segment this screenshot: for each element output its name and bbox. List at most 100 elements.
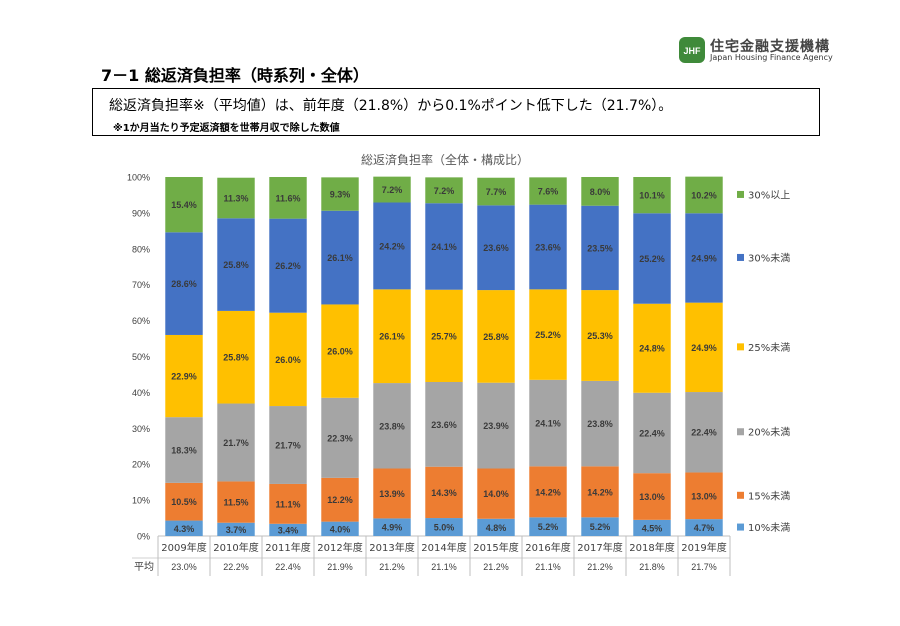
bar-segment bbox=[529, 204, 567, 290]
chart-title: 総返済負担率（全体・構成比） bbox=[361, 152, 529, 167]
bar-segment bbox=[633, 392, 671, 474]
bar-segment bbox=[581, 466, 619, 518]
average-value-label: 22.4% bbox=[275, 562, 301, 572]
bar-segment bbox=[373, 383, 411, 469]
bar-data-label: 4.9% bbox=[382, 523, 403, 533]
legend-label: 25%未満 bbox=[748, 342, 790, 354]
bar-segment bbox=[269, 177, 307, 219]
bar-segment bbox=[685, 213, 723, 303]
bar-data-label: 24.9% bbox=[691, 343, 717, 353]
bar-segment bbox=[373, 518, 411, 536]
bar-segment bbox=[581, 290, 619, 381]
bar-data-label: 23.8% bbox=[587, 419, 613, 429]
bar-data-label: 24.1% bbox=[535, 419, 561, 429]
bar-data-label: 28.6% bbox=[171, 279, 197, 289]
y-tick-label: 100% bbox=[127, 173, 150, 183]
bar-segment bbox=[477, 468, 515, 519]
average-value-label: 21.8% bbox=[639, 562, 665, 572]
bar-segment bbox=[581, 517, 619, 536]
y-tick-label: 20% bbox=[132, 460, 150, 470]
bar-data-label: 5.2% bbox=[590, 522, 611, 532]
y-tick-label: 0% bbox=[137, 532, 150, 542]
legend-label: 30%以上 bbox=[748, 189, 790, 201]
bar-data-label: 11.1% bbox=[275, 499, 300, 509]
bar-segment bbox=[217, 403, 255, 482]
bar-data-label: 3.7% bbox=[226, 525, 247, 535]
logo-name-en: Japan Housing Finance Agency bbox=[710, 53, 833, 62]
bar-segment bbox=[373, 468, 411, 519]
bar-segment bbox=[529, 177, 567, 205]
bar-data-label: 14.3% bbox=[431, 488, 457, 498]
bar-segment bbox=[321, 521, 359, 536]
bar-data-label: 25.8% bbox=[223, 260, 249, 270]
bar-data-label: 23.8% bbox=[379, 421, 405, 431]
bar-data-label: 24.9% bbox=[691, 253, 717, 263]
average-value-label: 21.1% bbox=[431, 562, 457, 572]
bar-segment bbox=[529, 289, 567, 380]
bar-segment bbox=[581, 205, 619, 291]
bar-segment bbox=[269, 406, 307, 484]
legend-label: 30%未満 bbox=[748, 252, 790, 264]
bar-segment bbox=[373, 202, 411, 290]
legend-swatch bbox=[737, 523, 744, 531]
jhf-logo-mark: JHF bbox=[679, 37, 705, 63]
bar-segment bbox=[425, 203, 463, 290]
bar-segment bbox=[321, 304, 359, 398]
bar-segment bbox=[217, 522, 255, 536]
bar-data-label: 8.0% bbox=[590, 187, 611, 197]
logo-name-jp: 住宅金融支援機構 bbox=[710, 39, 830, 55]
bar-segment bbox=[321, 397, 359, 478]
x-category-label: 2011年度 bbox=[265, 541, 310, 554]
bar-data-label: 4.5% bbox=[642, 523, 663, 533]
bar-data-label: 13.9% bbox=[379, 489, 405, 499]
y-tick-label: 80% bbox=[132, 244, 150, 254]
x-category-label: 2019年度 bbox=[681, 541, 726, 554]
y-tick-label: 30% bbox=[132, 424, 150, 434]
page-title: 7－1 総返済負担率（時系列・全体） bbox=[101, 66, 369, 85]
average-row-label: 平均 bbox=[134, 561, 154, 573]
bar-data-label: 11.6% bbox=[275, 193, 300, 203]
bar-data-label: 26.1% bbox=[379, 332, 405, 342]
x-category-label: 2009年度 bbox=[161, 541, 206, 554]
bar-segment bbox=[269, 523, 307, 536]
jhf-logo: JHF 住宅金融支援機構 Japan Housing Finance Agenc… bbox=[678, 36, 848, 64]
bar-data-label: 13.0% bbox=[639, 492, 665, 502]
bar-data-label: 22.4% bbox=[691, 428, 717, 438]
bar-segment bbox=[685, 472, 723, 520]
y-tick-label: 40% bbox=[132, 388, 150, 398]
bar-segment bbox=[633, 177, 671, 214]
bar-segment bbox=[581, 177, 619, 206]
bar-data-label: 26.0% bbox=[327, 347, 353, 357]
bar-segment bbox=[217, 177, 255, 219]
average-value-label: 21.7% bbox=[691, 562, 717, 572]
legend-label: 15%未満 bbox=[748, 490, 790, 502]
bar-data-label: 4.3% bbox=[174, 524, 195, 534]
legend-swatch bbox=[737, 253, 744, 261]
average-value-label: 21.2% bbox=[483, 562, 509, 572]
bar-segment bbox=[685, 176, 723, 214]
bar-segment bbox=[685, 392, 723, 473]
y-tick-label: 90% bbox=[132, 208, 150, 218]
x-category-label: 2018年度 bbox=[629, 541, 674, 554]
bar-segment bbox=[477, 177, 515, 206]
bar-data-label: 5.2% bbox=[538, 522, 559, 532]
bar-data-label: 23.6% bbox=[483, 243, 509, 253]
bar-data-label: 10.1% bbox=[639, 191, 665, 201]
bar-data-label: 4.0% bbox=[330, 524, 351, 534]
average-value-label: 22.2% bbox=[223, 562, 249, 572]
bar-segment bbox=[633, 303, 671, 393]
bar-segment bbox=[425, 289, 463, 382]
bar-segment bbox=[425, 466, 463, 519]
summary-box: 総返済負担率※（平均値）は、前年度（21.8%）から0.1%ポイント低下した（2… bbox=[92, 88, 820, 136]
average-value-label: 21.9% bbox=[327, 562, 353, 572]
bar-data-label: 26.2% bbox=[275, 261, 301, 271]
bar-segment bbox=[685, 302, 723, 393]
bar-segment bbox=[165, 520, 203, 536]
bar-data-label: 25.8% bbox=[483, 332, 509, 342]
bar-segment bbox=[581, 380, 619, 467]
bar-data-label: 21.7% bbox=[223, 438, 249, 448]
average-value-label: 23.0% bbox=[171, 562, 197, 572]
bar-segment bbox=[373, 176, 411, 203]
bar-data-label: 3.4% bbox=[278, 525, 299, 535]
